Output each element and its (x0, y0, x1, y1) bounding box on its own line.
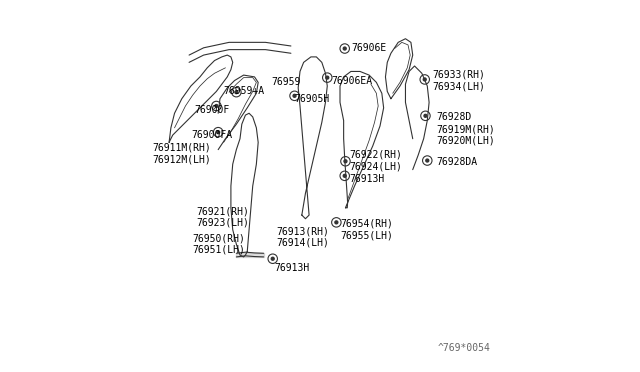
Text: 76959: 76959 (271, 77, 300, 87)
Text: 76954(RH)
76955(LH): 76954(RH) 76955(LH) (340, 219, 393, 240)
Text: 76913H: 76913H (275, 263, 310, 273)
Text: 76906E: 76906E (351, 43, 386, 53)
Circle shape (426, 159, 429, 162)
Text: 76913H: 76913H (349, 174, 385, 184)
Text: ^769*0054: ^769*0054 (438, 343, 491, 353)
Circle shape (344, 160, 347, 163)
Text: 76911M(RH)
76912M(LH): 76911M(RH) 76912M(LH) (153, 142, 211, 164)
Text: 76959+A: 76959+A (223, 86, 265, 96)
Text: 76900FA: 76900FA (191, 130, 232, 140)
Circle shape (293, 94, 296, 97)
Text: 76906EA: 76906EA (331, 76, 372, 86)
Circle shape (215, 105, 218, 108)
Text: 76905H: 76905H (294, 94, 330, 104)
Circle shape (343, 174, 346, 177)
Text: 76950(RH)
76951(LH): 76950(RH) 76951(LH) (193, 233, 246, 255)
Text: 76933(RH)
76934(LH): 76933(RH) 76934(LH) (433, 70, 486, 92)
Text: 76928D: 76928D (436, 112, 472, 122)
Circle shape (423, 78, 426, 81)
Circle shape (424, 114, 427, 117)
Circle shape (343, 47, 346, 50)
Circle shape (235, 91, 238, 94)
Text: 76919M(RH)
76920M(LH): 76919M(RH) 76920M(LH) (436, 124, 495, 146)
Circle shape (217, 131, 220, 134)
Text: 76921(RH)
76923(LH): 76921(RH) 76923(LH) (196, 206, 249, 228)
Circle shape (326, 76, 329, 79)
Circle shape (271, 257, 274, 260)
Text: 76922(RH)
76924(LH): 76922(RH) 76924(LH) (349, 150, 402, 171)
Text: 76900F: 76900F (195, 105, 230, 115)
Text: 76913(RH)
76914(LH): 76913(RH) 76914(LH) (276, 226, 329, 248)
Text: 76928DA: 76928DA (436, 157, 477, 167)
Circle shape (335, 221, 338, 224)
